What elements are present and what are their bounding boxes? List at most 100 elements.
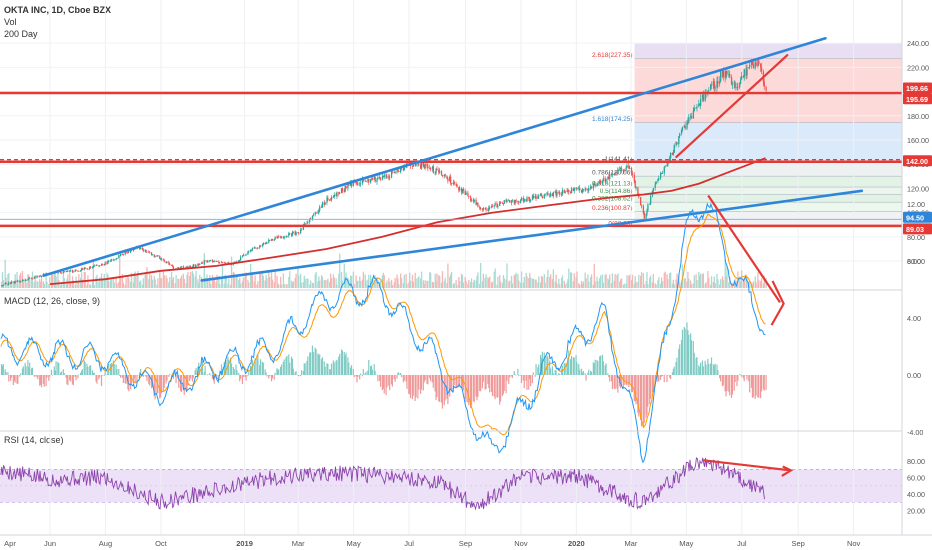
candle-body (541, 196, 544, 199)
volume-bar (329, 281, 331, 288)
macd-histogram-bar (678, 348, 680, 375)
candle-body (162, 259, 165, 261)
candle-body (166, 261, 168, 264)
candle-body (285, 236, 287, 238)
candle-body (532, 195, 535, 199)
macd-histogram-bar (289, 362, 291, 375)
candle-body (311, 215, 314, 220)
macd-histogram-bar (45, 375, 47, 387)
candle-body (118, 255, 120, 259)
volume-bar (661, 281, 664, 288)
macd-histogram-bar (414, 375, 416, 401)
candle-body (286, 235, 288, 237)
candle-body (758, 60, 760, 65)
volume-bar (400, 273, 402, 288)
volume-bar (506, 263, 508, 288)
candle-body (434, 172, 436, 174)
volume-bar (520, 271, 523, 288)
volume-bar (410, 280, 412, 288)
macd-histogram-bar (373, 364, 375, 375)
macd-histogram-bar (450, 375, 452, 390)
macd-tick-label: 8.00 (907, 257, 921, 266)
macd-histogram-bar (80, 370, 83, 375)
macd-histogram-bar (683, 327, 685, 375)
macd-histogram-bar (698, 365, 700, 375)
candle-body (675, 142, 677, 146)
macd-histogram-bar (230, 357, 232, 375)
candle-body (157, 255, 159, 257)
volume-bar (596, 276, 598, 288)
macd-histogram-bar (365, 371, 367, 375)
macd-histogram-bar (520, 375, 522, 376)
volume-bar (203, 253, 205, 288)
volume-bar (666, 274, 668, 288)
volume-bar (613, 280, 615, 288)
macd-histogram-bar (292, 368, 294, 375)
macd-histogram-bar (705, 364, 707, 375)
candle-body (610, 174, 613, 175)
candle-body (212, 261, 215, 263)
volume-bar (420, 278, 422, 288)
candle-body (460, 188, 463, 193)
macd-divergence-arrow[interactable] (707, 194, 781, 303)
macd-histogram-bar (728, 375, 730, 392)
macd-histogram-bar (633, 375, 635, 402)
volume-bar (479, 283, 481, 288)
volume-bar (547, 269, 549, 288)
macd-histogram-bar (69, 375, 71, 381)
macd-histogram-bar (220, 364, 223, 375)
macd-histogram-bar (323, 361, 325, 375)
candle-body (688, 116, 690, 123)
volume-bar (233, 272, 235, 288)
volume-bar (87, 275, 89, 288)
macd-histogram-bar (74, 375, 76, 377)
candle-body (197, 263, 199, 266)
macd-histogram-bar (581, 372, 584, 375)
volume-bar (529, 273, 531, 288)
volume-bar (216, 274, 218, 288)
candle-body (607, 176, 609, 180)
recent-support-trendline[interactable] (675, 54, 789, 159)
macd-histogram-bar (631, 375, 634, 393)
macd-histogram-bar (611, 375, 614, 390)
volume-bar (83, 271, 85, 288)
macd-histogram-bar (216, 375, 218, 377)
volume-bar (172, 276, 175, 288)
macd-histogram-bar (341, 350, 344, 375)
macd-histogram-bar (257, 354, 259, 375)
volume-bar (194, 276, 196, 288)
volume-bar (623, 283, 625, 288)
macd-histogram-bar (675, 362, 677, 375)
volume-bar (60, 283, 63, 288)
candle-body (312, 214, 315, 216)
macd-histogram-bar (550, 368, 552, 375)
volume-bar (357, 280, 359, 288)
candle-body (499, 201, 501, 207)
volume-bar (124, 284, 126, 288)
volume-bar (371, 277, 374, 288)
macd-histogram-bar (250, 365, 252, 375)
candle-body (563, 190, 565, 193)
volume-bar (10, 283, 12, 288)
volume-bar (108, 281, 110, 288)
macd-histogram-bar (481, 375, 484, 389)
macd-histogram-bar (17, 375, 19, 384)
macd-histogram-bar (740, 375, 743, 377)
candle-body (722, 70, 725, 77)
macd-histogram-bar (666, 375, 668, 383)
candle-body (84, 267, 86, 269)
macd-histogram-bar (745, 375, 747, 376)
macd-histogram-bar (438, 375, 440, 402)
price-tick-label: 60.00 (907, 257, 925, 266)
rsi-divergence-arrow[interactable] (703, 459, 790, 472)
candle-body (142, 249, 145, 251)
candle-body (514, 200, 516, 204)
lower-channel-trendline[interactable] (200, 189, 864, 282)
macd-histogram-bar (297, 375, 299, 376)
candle-body (467, 192, 469, 197)
macd-histogram-bar (518, 375, 520, 377)
candle-body (679, 133, 681, 137)
upper-channel-trendline[interactable] (42, 36, 827, 277)
macd-histogram-bar (687, 330, 689, 375)
